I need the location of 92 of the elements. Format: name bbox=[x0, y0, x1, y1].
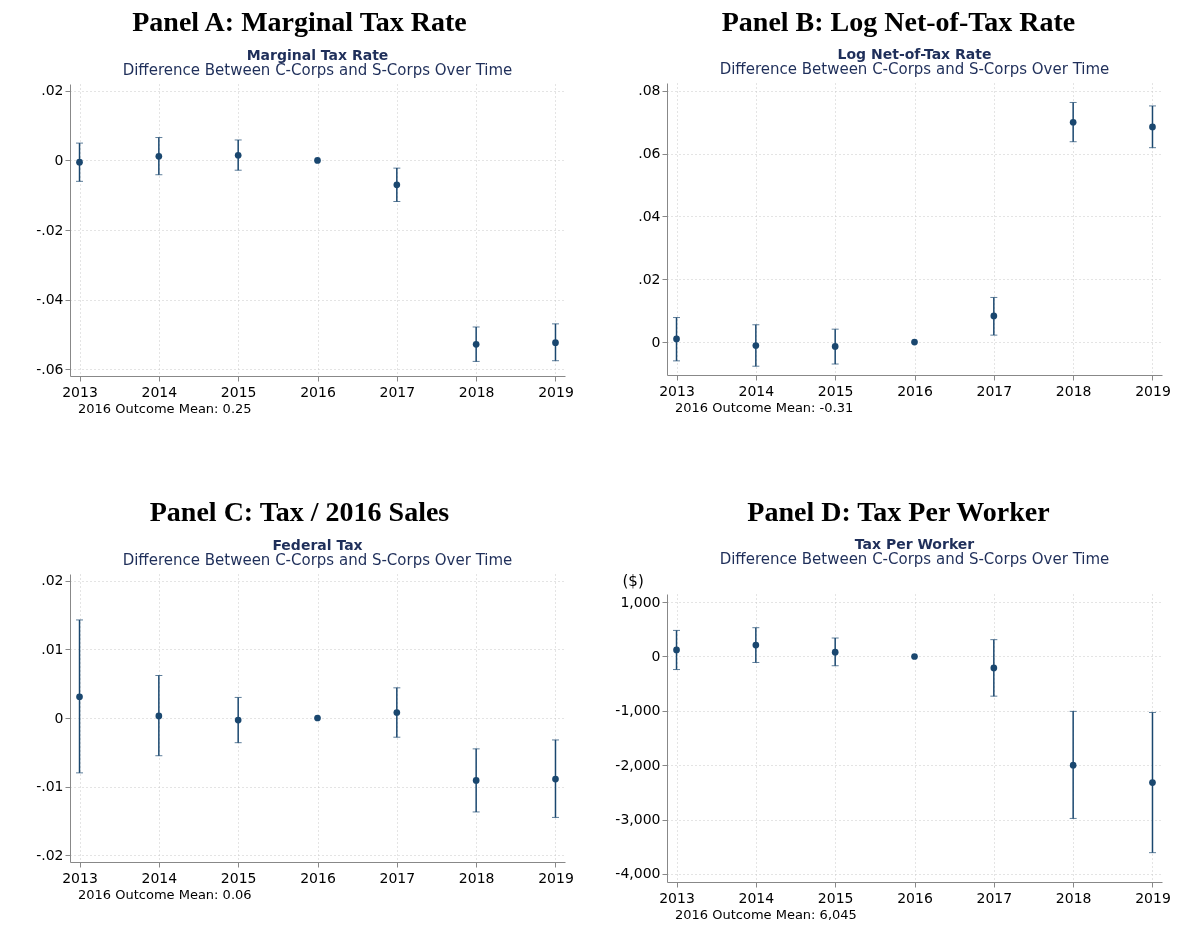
point bbox=[1069, 118, 1077, 126]
point bbox=[76, 693, 83, 701]
x-tick-label: 2014 bbox=[141, 869, 178, 886]
x-tick-label: 2018 bbox=[1055, 382, 1092, 399]
x-tick-label: 2013 bbox=[659, 889, 695, 906]
point bbox=[155, 152, 163, 160]
point bbox=[990, 312, 998, 320]
x-tick-label: 2015 bbox=[220, 869, 257, 886]
x-tick-label: 2017 bbox=[379, 869, 416, 886]
chart-subtitle: Difference Between C-Corps and S-Corps Over Time bbox=[122, 550, 513, 569]
point bbox=[472, 341, 480, 348]
y-axis-title: ($) bbox=[622, 571, 644, 590]
y-tick-label: -.01 bbox=[36, 778, 64, 795]
y-tick-label: -.04 bbox=[36, 291, 64, 308]
x-tick-label: 2018 bbox=[458, 869, 495, 886]
x-tick-label: 2019 bbox=[538, 383, 574, 400]
point bbox=[1149, 779, 1156, 786]
x-tick-label: 2013 bbox=[659, 382, 695, 399]
x-tick-label: 2013 bbox=[62, 383, 98, 400]
y-tick-label: -.02 bbox=[36, 221, 64, 238]
y-tick-label: 0 bbox=[651, 333, 661, 350]
point bbox=[752, 641, 760, 649]
point bbox=[234, 716, 242, 724]
y-tick-label: .02 bbox=[41, 82, 64, 99]
x-tick-label: 2019 bbox=[538, 869, 574, 886]
x-tick-label: 2018 bbox=[1055, 889, 1092, 906]
x-tick-label: 2013 bbox=[62, 869, 98, 886]
y-tick-label: -3,000 bbox=[615, 811, 661, 828]
chart-title: Panel D: Tax Per Worker bbox=[746, 496, 1051, 529]
text: 2016 Outcome Mean: 0.06 bbox=[78, 887, 252, 902]
y-tick-label: .04 bbox=[638, 207, 661, 224]
x-tick-label: 2017 bbox=[976, 382, 1013, 399]
point bbox=[155, 712, 163, 720]
y-tick-label: -2,000 bbox=[615, 756, 661, 773]
point bbox=[314, 714, 321, 722]
x-tick-label: 2014 bbox=[738, 382, 775, 399]
y-tick-label: 0 bbox=[54, 151, 64, 168]
y-tick-label: 1,000 bbox=[620, 593, 661, 610]
point bbox=[673, 335, 680, 343]
chart-title: Panel A: Marginal Tax Rate bbox=[131, 6, 468, 39]
y-tick-label: 0 bbox=[54, 709, 64, 726]
x-tick-label: 2019 bbox=[1135, 382, 1171, 399]
text: Marginal Tax Rate bbox=[246, 46, 389, 63]
chart-subtitle: Difference Between C-Corps and S-Corps Over Time bbox=[719, 550, 1110, 568]
chart-title: Panel C: Tax / 2016 Sales bbox=[148, 496, 451, 529]
text: Log Net-of-Tax Rate bbox=[837, 46, 992, 62]
point bbox=[673, 646, 680, 654]
x-tick-label: 2018 bbox=[458, 383, 495, 400]
x-tick-label: 2017 bbox=[379, 383, 416, 400]
text: Tax Per Worker bbox=[854, 536, 975, 552]
y-tick-label: .02 bbox=[638, 270, 661, 287]
point bbox=[393, 709, 401, 716]
point bbox=[911, 338, 918, 346]
point bbox=[234, 151, 242, 159]
x-tick-label: 2019 bbox=[1135, 889, 1171, 906]
point bbox=[1069, 761, 1077, 769]
y-tick-label: .06 bbox=[638, 145, 661, 162]
x-tick-label: 2015 bbox=[220, 383, 257, 400]
text: 2016 Outcome Mean: -0.31 bbox=[675, 400, 854, 415]
point bbox=[552, 775, 559, 783]
point bbox=[990, 664, 998, 672]
y-tick-label: -.06 bbox=[36, 360, 64, 377]
x-tick-label: 2016 bbox=[300, 383, 336, 400]
point bbox=[472, 777, 480, 784]
y-tick-label: -1,000 bbox=[615, 702, 661, 719]
y-tick-label: .01 bbox=[41, 640, 64, 657]
text: 2016 Outcome Mean: 0.25 bbox=[78, 401, 252, 416]
text: 2016 Outcome Mean: 6,045 bbox=[675, 907, 857, 922]
point bbox=[831, 343, 839, 350]
x-tick-label: 2014 bbox=[738, 889, 775, 906]
y-tick-label: -.02 bbox=[36, 846, 64, 863]
point bbox=[911, 653, 918, 660]
point bbox=[1149, 123, 1156, 131]
point bbox=[552, 339, 559, 346]
point bbox=[752, 342, 760, 349]
text: Federal Tax bbox=[272, 536, 363, 553]
y-tick-label: .08 bbox=[638, 82, 661, 99]
point bbox=[393, 181, 401, 189]
x-tick-label: 2015 bbox=[817, 889, 854, 906]
y-tick-label: -4,000 bbox=[615, 865, 661, 882]
point bbox=[76, 158, 83, 166]
x-tick-label: 2015 bbox=[817, 382, 854, 399]
y-tick-label: 0 bbox=[651, 647, 661, 664]
y-tick-label: .02 bbox=[41, 572, 64, 589]
x-tick-label: 2016 bbox=[300, 869, 336, 886]
point bbox=[831, 648, 839, 656]
x-tick-label: 2016 bbox=[897, 382, 933, 399]
x-tick-label: 2014 bbox=[141, 383, 178, 400]
point bbox=[314, 157, 321, 164]
x-tick-label: 2017 bbox=[976, 889, 1013, 906]
chart-title: Panel B: Log Net-of-Tax Rate bbox=[720, 6, 1077, 39]
x-tick-label: 2016 bbox=[897, 889, 933, 906]
